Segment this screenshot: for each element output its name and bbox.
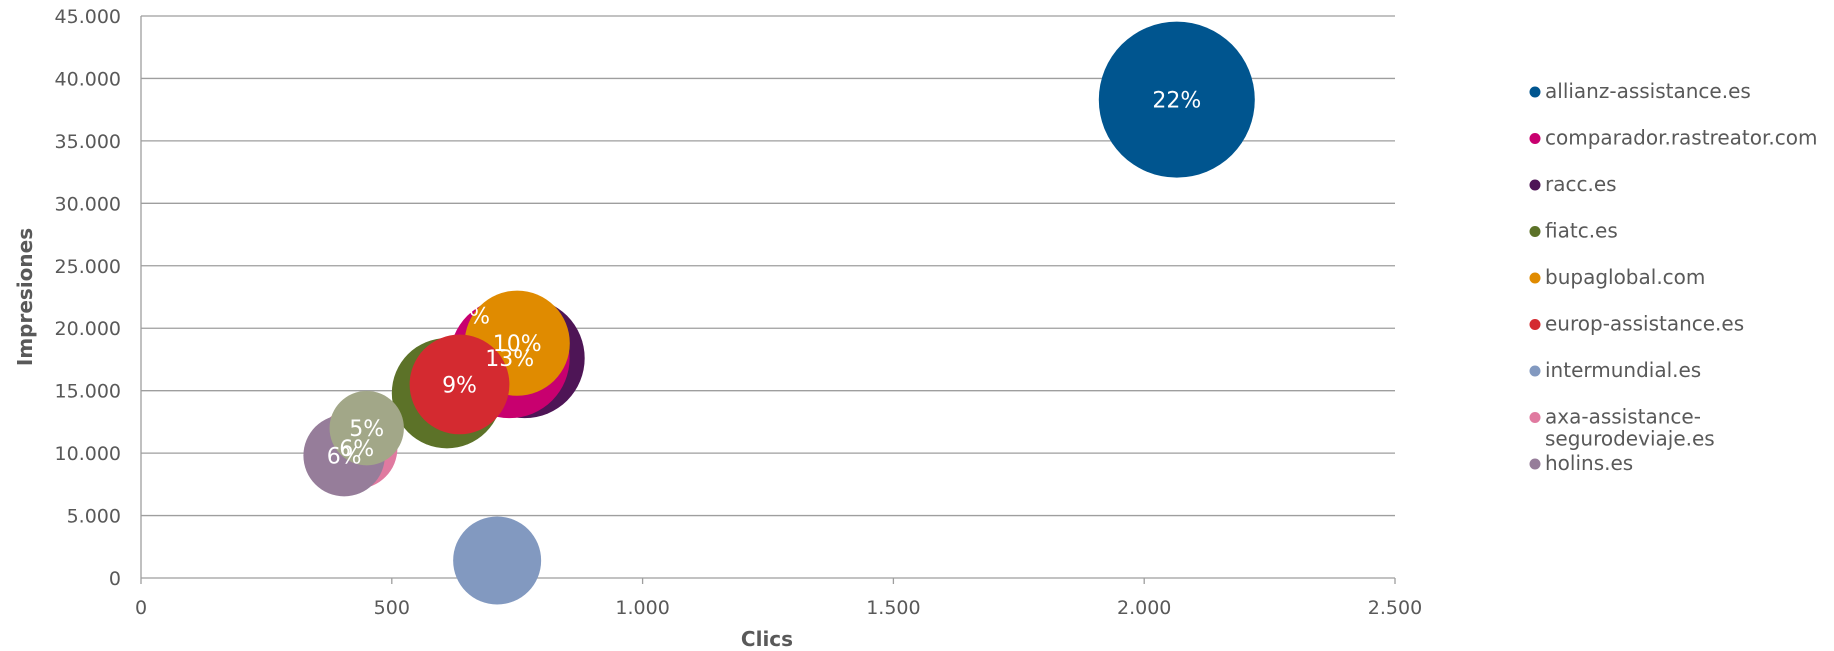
bubble-data-label: 6% [327, 445, 362, 470]
legend-marker [1529, 133, 1541, 144]
bubble-data-label: 22% [1152, 89, 1201, 114]
legend-marker [1529, 272, 1541, 284]
y-tick-label: 35.000 [55, 131, 121, 153]
bubble-data-label: 9% [442, 373, 477, 398]
legend-marker [1529, 179, 1541, 191]
y-tick-label: 10.000 [55, 443, 121, 465]
bubble-intermundial-es [453, 516, 542, 605]
x-tick-label: 2.000 [1117, 597, 1171, 619]
x-axis-title: Clics [741, 627, 793, 651]
bubble-data-label: 10% [493, 332, 542, 357]
legend-label: axa-assistance-segurodeviaje.es [1545, 405, 1715, 451]
legend-entry: fiatc.es [1529, 219, 1618, 243]
legend-entry: europ-assistance.es [1529, 312, 1744, 336]
legend-entry: bupaglobal.com [1529, 265, 1705, 289]
legend-marker [1529, 365, 1541, 377]
legend-entry: comparador.rastreator.com [1529, 126, 1817, 150]
legend-marker [1529, 458, 1541, 470]
y-tick-label: 45.000 [55, 6, 121, 28]
legend-entry: axa-assistance-segurodeviaje.es [1529, 405, 1715, 451]
x-tick-label: 1.000 [615, 597, 669, 619]
axes: 0 5.000 10.000 15.000 20.000 25.000 30.000 35.0… [55, 6, 1423, 619]
legend-label: bupaglobal.com [1545, 265, 1705, 289]
y-tick-label: 25.000 [55, 256, 121, 278]
legend-label: racc.es [1545, 172, 1617, 196]
legend-label: europ-assistance.es [1545, 312, 1744, 336]
bubble-unlabeled [329, 390, 404, 466]
y-tick-label: 20.000 [55, 318, 121, 340]
bubble-data-label: 6% [339, 437, 374, 462]
legend-entry: allianz-assistance.es [1529, 79, 1751, 103]
x-tick-label: 500 [374, 597, 410, 619]
legend-label: comparador.rastreator.com [1545, 126, 1817, 150]
bubble-data-label: 5% [349, 417, 384, 442]
bubble-data-label: % [469, 305, 490, 330]
x-tick-label: 1.500 [866, 597, 920, 619]
legend: allianz-assistance.es comparador.rastreat… [1529, 79, 1817, 475]
legend-label: fiatc.es [1545, 219, 1618, 243]
legend-entry: intermundial.es [1529, 358, 1701, 382]
bubbles: 13%10%9%6%6%5%22%% [303, 21, 1255, 605]
y-tick-label: 15.000 [55, 381, 121, 403]
legend-marker [1529, 319, 1541, 330]
x-tick-label: 2.500 [1368, 597, 1422, 619]
legend-label: intermundial.es [1545, 358, 1701, 382]
bubble-europ-assistance-es [409, 334, 510, 435]
y-axis-title: Impresiones [13, 228, 37, 366]
x-tick-label: 0 [135, 597, 147, 619]
y-tick-label: 0 [109, 568, 121, 590]
bubble-data-label: 13% [485, 347, 534, 372]
legend-label: allianz-assistance.es [1545, 79, 1751, 103]
legend-marker [1529, 226, 1541, 237]
legend-label: holins.es [1545, 451, 1633, 475]
bubble-allianz-assistance-es [1098, 21, 1255, 178]
legend-marker [1529, 86, 1541, 98]
y-tick-label: 30.000 [55, 193, 121, 215]
legend-marker [1529, 412, 1541, 423]
legend-entry: racc.es [1529, 172, 1617, 196]
legend-entry: holins.es [1529, 451, 1633, 475]
y-tick-label: 40.000 [55, 68, 121, 90]
y-tick-label: 5.000 [67, 506, 121, 528]
